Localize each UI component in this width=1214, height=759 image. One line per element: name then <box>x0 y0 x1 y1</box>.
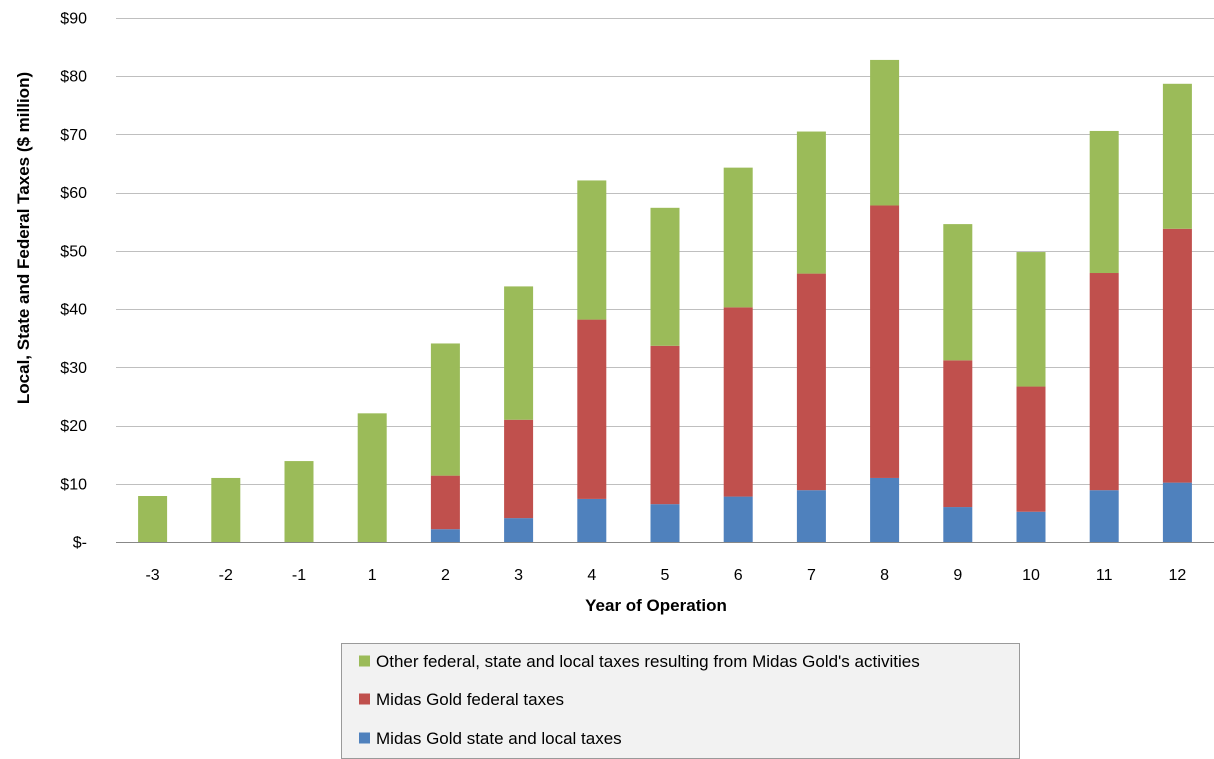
x-tick-label: 3 <box>514 567 523 584</box>
legend: Other federal, state and local taxes res… <box>341 643 1020 759</box>
x-tick-label: 1 <box>368 567 377 584</box>
legend-swatch <box>359 655 370 667</box>
bar-segment-federal <box>577 319 607 499</box>
bar-segment-other <box>577 180 607 320</box>
bar-segment-federal <box>943 360 973 508</box>
bar-segment-state-local <box>1089 490 1119 542</box>
legend-swatch <box>359 693 370 705</box>
bar-segment-other <box>430 343 460 476</box>
y-tick-label: $70 <box>60 127 87 144</box>
bar-segment-state-local <box>650 504 680 542</box>
bar-segment-federal <box>870 205 900 478</box>
bar-segment-federal <box>1162 228 1192 483</box>
bar-segment-federal <box>796 273 826 491</box>
y-axis-ticks: $- $10 $20 $30 $40 $50 $60 $70 $80 $90 <box>60 11 87 552</box>
bar-segment-state-local <box>577 498 607 542</box>
bar-segment-other <box>284 461 314 542</box>
bars <box>138 59 1192 542</box>
bar-segment-state-local <box>430 529 460 542</box>
x-tick-label: -3 <box>145 567 159 584</box>
bar-segment-other <box>870 59 900 206</box>
y-tick-label: $80 <box>60 69 87 86</box>
bar-segment-state-local <box>504 518 534 542</box>
x-tick-label: 5 <box>661 567 670 584</box>
legend-box <box>341 643 1020 759</box>
bar-segment-other <box>723 167 753 308</box>
bar-segment-other <box>650 207 680 346</box>
x-tick-label: 4 <box>587 567 596 584</box>
bar-segment-state-local <box>943 507 973 542</box>
bar-segment-federal <box>723 307 753 497</box>
legend-label: Other federal, state and local taxes res… <box>376 652 920 671</box>
bar-segment-other <box>357 413 387 542</box>
y-tick-label: $60 <box>60 185 87 202</box>
legend-swatch <box>359 732 370 744</box>
bar-segment-state-local <box>1016 511 1046 542</box>
y-tick-label: $40 <box>60 302 87 319</box>
y-tick-label: $- <box>73 535 87 552</box>
legend-label: Midas Gold state and local taxes <box>376 729 622 748</box>
x-axis-ticks: -3 -2 -1 1 2 3 4 5 6 7 8 9 10 11 12 <box>145 567 1186 584</box>
y-tick-label: $10 <box>60 476 87 493</box>
bar-segment-other <box>138 496 168 542</box>
bar-segment-federal <box>1089 273 1119 491</box>
bar-segment-other <box>943 224 973 361</box>
bar-segment-other <box>504 286 534 420</box>
bar-segment-federal <box>504 419 534 519</box>
bar-segment-other <box>1089 130 1119 274</box>
x-tick-label: 11 <box>1096 567 1113 584</box>
x-axis-title: Year of Operation <box>585 596 727 615</box>
x-tick-label: 7 <box>807 567 816 584</box>
y-axis-title: Local, State and Federal Taxes ($ millio… <box>14 72 33 404</box>
bar-segment-federal <box>1016 386 1046 512</box>
x-tick-label: 6 <box>734 567 743 584</box>
bar-segment-federal <box>430 475 460 530</box>
bar-segment-state-local <box>723 496 753 542</box>
x-tick-label: -1 <box>292 567 306 584</box>
bar-segment-other <box>1162 83 1192 229</box>
y-tick-label: $90 <box>60 11 87 28</box>
x-tick-label: 9 <box>953 567 962 584</box>
x-tick-label: 8 <box>880 567 889 584</box>
x-tick-label: 10 <box>1022 567 1040 584</box>
bar-segment-other <box>796 131 826 274</box>
legend-label: Midas Gold federal taxes <box>376 690 564 709</box>
bar-segment-state-local <box>870 477 900 542</box>
x-tick-label: 12 <box>1169 567 1187 584</box>
bar-segment-state-local <box>1162 482 1192 542</box>
bar-segment-state-local <box>796 490 826 542</box>
y-tick-label: $50 <box>60 243 87 260</box>
x-tick-label: 2 <box>441 567 450 584</box>
y-tick-label: $20 <box>60 418 87 435</box>
bar-segment-federal <box>650 345 680 505</box>
bar-segment-other <box>211 477 241 542</box>
y-tick-label: $30 <box>60 360 87 377</box>
x-tick-label: -2 <box>219 567 233 584</box>
bar-segment-other <box>1016 252 1046 387</box>
